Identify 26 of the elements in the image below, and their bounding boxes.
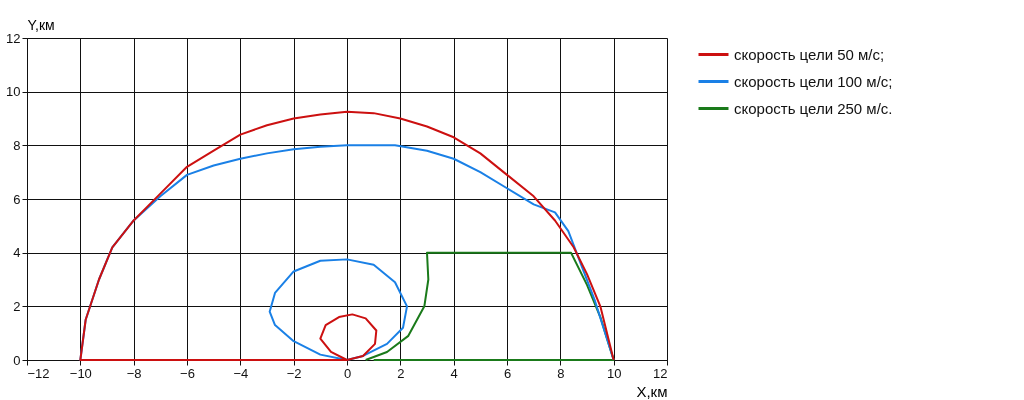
y-tick-label: 6: [13, 191, 21, 207]
y-tick-label: 12: [6, 30, 21, 46]
legend-label: скорость цели 250 м/с.: [734, 99, 893, 117]
x-tick-label: −12: [27, 365, 50, 381]
y-tick-label: 10: [6, 84, 21, 100]
y-axis-title: Y,км: [27, 16, 55, 33]
x-tick-label: 10: [606, 365, 622, 381]
y-tick-label: 8: [13, 137, 21, 153]
legend-label: скорость цели 100 м/с;: [734, 72, 893, 90]
x-tick-label: −8: [126, 365, 142, 381]
y-tick-label: 0: [13, 352, 21, 368]
line-series: [364, 251, 615, 361]
x-tick-label: 4: [450, 365, 458, 381]
x-tick-label: −4: [233, 365, 249, 381]
x-axis-title: X,км: [636, 382, 668, 400]
x-tick-label: 2: [397, 365, 405, 381]
x-tick-label: −2: [286, 365, 302, 381]
y-tick-label: 4: [13, 245, 21, 261]
y-tick-label: 2: [13, 298, 21, 314]
x-tick-label: −6: [180, 365, 195, 381]
x-tick-label: 0: [343, 365, 352, 381]
x-tick-label: 12: [653, 365, 668, 381]
x-tick-label: 8: [557, 365, 565, 381]
x-tick-label: 6: [503, 365, 512, 381]
legend-label: скорость цели 50 м/с;: [734, 45, 885, 63]
x-tick-label: −10: [69, 365, 92, 381]
